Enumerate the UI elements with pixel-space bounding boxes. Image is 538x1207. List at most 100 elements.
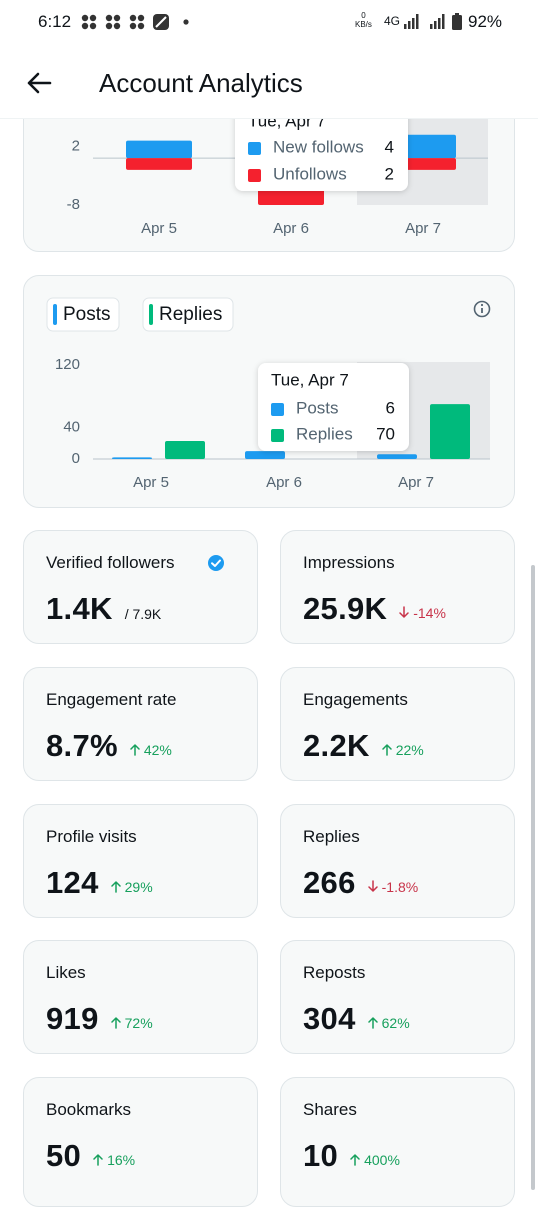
- stat-row: 25.9K -14%: [303, 591, 446, 627]
- stat-change-value: -1.8%: [381, 878, 419, 895]
- tooltip-swatch: [248, 169, 261, 182]
- legend-chip-bg: [46, 297, 120, 332]
- verified-badge: [207, 555, 224, 571]
- bar: [112, 457, 152, 459]
- app-header: 6:12 0 KB/s 4G 92% Account Analytics: [0, 0, 538, 119]
- stat-value: 8.7%: [46, 728, 118, 763]
- tooltip-value: 70: [376, 424, 395, 443]
- stat-card: Bookmarks 50 16%: [23, 1077, 258, 1207]
- stat-label: Shares: [303, 1100, 357, 1119]
- stat-change: -1.8%: [367, 878, 419, 895]
- bar: [377, 454, 417, 459]
- y-tick-label: 0: [72, 450, 80, 467]
- stat-label: Profile visits: [46, 827, 137, 846]
- bar: [430, 404, 470, 459]
- stat-value: 124: [46, 865, 99, 900]
- network-type: 4G: [384, 14, 401, 28]
- bar: [245, 451, 285, 459]
- trend-arrow: [381, 744, 392, 756]
- stat-card: Impressions 25.9K -14%: [280, 530, 515, 644]
- stat-value: 1.4K: [46, 591, 113, 626]
- tooltip-series: Posts: [296, 398, 339, 417]
- stat-value: 2.2K: [303, 728, 370, 763]
- battery-level: 92%: [468, 12, 503, 31]
- stat-label: Engagements: [303, 690, 408, 709]
- x-tick-label: Apr 6: [273, 220, 309, 237]
- x-tick-label: Apr 5: [141, 220, 177, 237]
- trend-arrow: [130, 744, 140, 756]
- trend-arrow: [350, 1154, 360, 1166]
- y-tick-label: 40: [63, 419, 80, 436]
- tooltip-value: 2: [385, 164, 394, 183]
- tooltip-series: Unfollows: [273, 164, 347, 183]
- stat-change-value: 62%: [381, 1014, 410, 1031]
- stat-row: 1.4K / 7.9K: [46, 591, 161, 627]
- legend-label: Replies: [159, 304, 222, 325]
- info-icon[interactable]: [473, 300, 491, 318]
- bar: [165, 440, 205, 459]
- y-tick-label: 120: [55, 356, 80, 373]
- bar: [126, 158, 192, 170]
- stat-value: 304: [303, 1001, 356, 1036]
- stat-row: 919 72%: [46, 1001, 153, 1037]
- trend-arrow: [93, 1154, 103, 1166]
- stat-change-value: 72%: [124, 1014, 153, 1031]
- stat-change-value: 400%: [364, 1151, 400, 1168]
- stat-row: 50 16%: [46, 1138, 135, 1174]
- net-speed-value: 0: [361, 11, 366, 20]
- stat-total: / 7.9K: [124, 606, 162, 622]
- stat-change-value: 16%: [107, 1151, 136, 1168]
- tooltip: Tue, Apr 7 Posts 6 Replies 70: [258, 363, 409, 451]
- tooltip-series: Replies: [296, 424, 353, 443]
- stat-value: 10: [303, 1138, 339, 1173]
- legend-swatch: [149, 304, 153, 325]
- trend-arrow: [110, 1017, 121, 1029]
- tooltip-box: [235, 104, 408, 191]
- stat-label: Likes: [46, 963, 86, 982]
- legend-chip[interactable]: Posts: [46, 297, 120, 332]
- y-tick-label: 2: [72, 137, 80, 154]
- stat-change-value: 29%: [124, 878, 153, 895]
- stat-card: Engagement rate 8.7% 42%: [23, 667, 258, 781]
- net-speed-unit: KB/s: [355, 20, 372, 29]
- stat-value: 50: [46, 1138, 82, 1173]
- stat-card: Likes 919 72%: [23, 940, 258, 1054]
- stat-label: Impressions: [303, 553, 395, 572]
- tooltip-value: 6: [386, 398, 395, 417]
- stat-label: Engagement rate: [46, 690, 177, 709]
- stat-value: 266: [303, 865, 356, 900]
- signal-icons: [404, 13, 462, 30]
- net-speed: 0 KB/s: [355, 11, 372, 29]
- status-icons: [81, 14, 189, 30]
- status-time: 6:12: [38, 12, 72, 31]
- stat-change-value: 22%: [395, 741, 424, 758]
- legend-chip-bg: [142, 297, 234, 332]
- stat-change-value: -14%: [413, 604, 446, 621]
- tooltip-swatch: [271, 429, 284, 442]
- stat-row: 124 29%: [46, 865, 153, 901]
- stat-change: -14%: [399, 605, 446, 621]
- bar: [126, 140, 192, 159]
- x-tick-label: Apr 7: [398, 474, 434, 491]
- tooltip-swatch: [271, 403, 284, 416]
- trend-arrow: [367, 1017, 378, 1029]
- stat-card: Verified followers 1.4K / 7.9K: [23, 530, 258, 644]
- stat-row: 2.2K 22%: [303, 728, 424, 764]
- scrollbar: [531, 565, 535, 1190]
- trend-arrow: [110, 881, 121, 893]
- stat-row: 304 62%: [303, 1001, 410, 1037]
- stat-change: 16%: [93, 1152, 135, 1168]
- stat-value: 919: [46, 1001, 99, 1036]
- stat-card: Replies 266 -1.8%: [280, 804, 515, 918]
- stat-card: Profile visits 124 29%: [23, 804, 258, 918]
- back-button[interactable]: [24, 68, 54, 98]
- stat-change: 22%: [381, 741, 424, 758]
- legend-chip[interactable]: Replies: [142, 297, 234, 332]
- trend-arrow: [399, 606, 409, 618]
- stat-label: Reposts: [303, 963, 366, 982]
- stat-change: 62%: [367, 1014, 410, 1031]
- x-tick-label: Apr 6: [266, 474, 302, 491]
